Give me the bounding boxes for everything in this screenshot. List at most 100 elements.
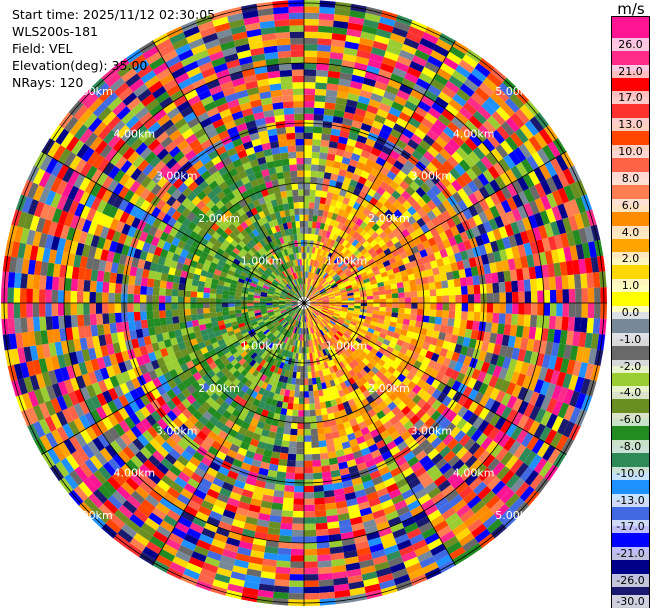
range-gate-cell	[330, 173, 339, 182]
range-gate-cell	[312, 466, 322, 474]
range-gate-cell	[334, 228, 342, 236]
range-gate-cell	[348, 221, 356, 229]
range-gate-cell	[408, 117, 421, 129]
range-gate-cell	[517, 244, 527, 258]
range-gate-cell	[315, 522, 328, 530]
range-gate-cell	[312, 288, 318, 295]
range-gate-cell	[319, 255, 325, 263]
range-gate-cell	[460, 250, 469, 261]
range-gate-cell	[314, 402, 321, 410]
range-gate-cell	[567, 274, 576, 290]
range-gate-cell	[468, 115, 483, 129]
range-gate-cell	[536, 315, 544, 329]
range-gate-cell	[323, 108, 335, 116]
range-gate-cell	[312, 132, 322, 140]
range-gate-cell	[304, 246, 307, 253]
range-gate-cell	[311, 288, 317, 294]
range-gate-cell	[341, 246, 348, 254]
range-gate-cell	[460, 124, 474, 138]
range-gate-cell	[305, 290, 307, 297]
range-gate-cell	[140, 319, 149, 329]
range-gate-cell	[330, 262, 336, 269]
range-gate-cell	[502, 236, 512, 250]
range-gate-cell	[353, 167, 364, 177]
range-gate-cell	[418, 171, 429, 183]
range-gate-cell	[282, 433, 291, 442]
range-gate-cell	[304, 69, 317, 77]
range-gate-cell	[288, 447, 297, 455]
range-gate-cell	[320, 139, 330, 148]
range-gate-cell	[455, 146, 469, 160]
range-gate-cell	[165, 281, 174, 290]
range-gate-cell	[328, 296, 336, 300]
range-gate-cell	[196, 297, 204, 303]
range-gate-cell	[328, 205, 336, 213]
range-gate-cell	[331, 255, 338, 263]
range-gate-cell	[431, 217, 441, 228]
range-gate-cell	[7, 303, 14, 319]
range-gate-cell	[57, 303, 65, 316]
range-gate-cell	[407, 170, 418, 181]
range-gate-cell	[450, 262, 459, 272]
range-gate-cell	[398, 111, 412, 123]
range-gate-cell	[289, 580, 304, 588]
range-gate-cell	[440, 176, 452, 188]
range-gate-cell	[499, 172, 512, 187]
range-gate-cell	[321, 127, 332, 135]
range-gate-cell	[416, 284, 424, 292]
range-gate-cell	[496, 125, 510, 141]
range-gate-cell	[295, 466, 304, 474]
range-gate-cell	[314, 88, 327, 96]
range-gate-cell	[316, 298, 323, 301]
range-gate-cell	[102, 281, 110, 293]
range-gate-cell	[407, 254, 416, 263]
range-gate-cell	[346, 164, 356, 174]
range-gate-cell	[357, 43, 373, 53]
range-gate-cell	[280, 446, 289, 454]
range-gate-cell	[308, 294, 314, 299]
range-gate-cell	[308, 390, 314, 398]
range-gate-cell	[436, 241, 446, 251]
range-gate-cell	[370, 251, 379, 259]
range-gate-cell	[473, 311, 481, 322]
range-gate-cell	[366, 306, 374, 311]
range-gate-cell	[484, 273, 493, 284]
range-gate-cell	[465, 167, 478, 181]
range-gate-cell	[391, 307, 399, 313]
range-gate-cell	[320, 458, 330, 467]
range-gate-cell	[321, 216, 327, 224]
range-gate-cell	[304, 50, 318, 58]
range-gate-cell	[338, 229, 345, 238]
range-gate-cell	[421, 203, 432, 214]
range-gate-cell	[434, 152, 447, 165]
range-gate-cell	[317, 248, 322, 255]
range-gate-cell	[551, 205, 563, 222]
range-gate-cell	[355, 234, 364, 242]
range-gate-cell	[391, 26, 409, 38]
range-gate-cell	[274, 483, 285, 492]
range-gate-cell	[363, 216, 372, 225]
range-gate-cell	[360, 122, 372, 133]
range-gate-cell	[385, 185, 396, 196]
range-gate-cell	[587, 287, 595, 303]
range-gate-cell	[304, 454, 313, 461]
range-gate-cell	[343, 111, 355, 121]
range-gate-cell	[317, 171, 325, 179]
range-gate-cell	[313, 202, 320, 210]
range-gate-cell	[495, 189, 507, 203]
range-gate-cell	[411, 149, 424, 161]
range-gate-cell	[513, 147, 527, 162]
range-gate-cell	[477, 106, 492, 120]
range-gate-cell	[463, 78, 479, 93]
range-gate-cell	[335, 148, 345, 157]
range-gate-cell	[346, 287, 353, 292]
range-gate-cell	[423, 309, 431, 317]
range-gate-cell	[557, 171, 570, 188]
range-gate-cell	[109, 272, 117, 284]
range-gate-cell	[435, 136, 448, 149]
range-gate-cell	[434, 281, 443, 290]
range-gate-cell	[333, 187, 342, 195]
range-gate-cell	[387, 79, 402, 90]
range-gate-cell	[315, 69, 329, 77]
range-gate-cell	[401, 106, 415, 118]
